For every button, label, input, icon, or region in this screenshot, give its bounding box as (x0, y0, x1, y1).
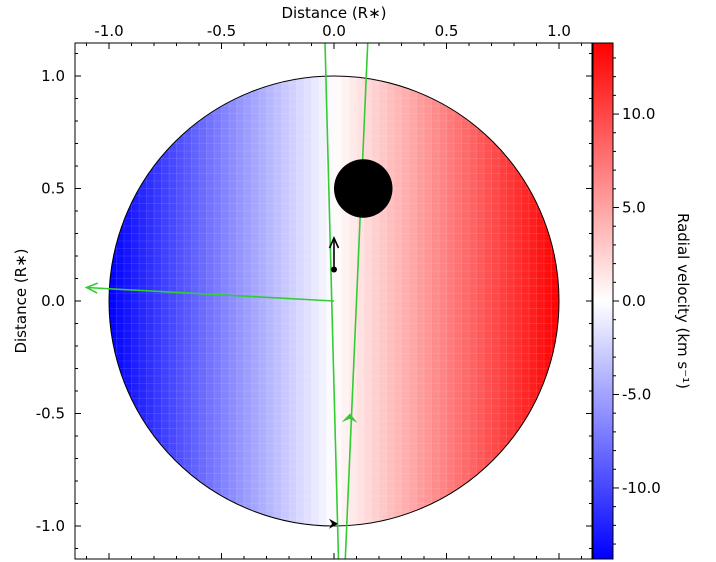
x-tick-label: 1.0 (547, 22, 571, 40)
transit-direction-marker (341, 413, 358, 423)
colorbar-tick-label: 0.0 (622, 292, 646, 310)
disk-column (356, 76, 365, 526)
disk-column (469, 76, 478, 526)
disk-column (476, 76, 485, 526)
disk-column (184, 76, 193, 526)
orbit-normal-line (86, 286, 335, 302)
disk-column (161, 76, 170, 526)
x-tick-label: -0.5 (207, 22, 236, 40)
disk-column (386, 76, 395, 526)
disk-column (551, 76, 559, 526)
stellar-disk-limb (108, 75, 560, 527)
y-axis-label: Distance (R∗) (12, 248, 30, 353)
disk-column (191, 76, 200, 526)
transit-chord (344, 43, 369, 559)
disk-column (206, 76, 215, 526)
disk-column (169, 76, 178, 526)
disk-column (529, 76, 538, 526)
y-tick-label: -0.5 (36, 405, 65, 423)
y-tick-label: 0.0 (41, 292, 65, 310)
colorbar-tick-label: -10.0 (622, 479, 661, 497)
disk-column (364, 76, 373, 526)
disk-column (221, 76, 230, 526)
disk-column (244, 76, 253, 526)
disk-column (289, 76, 298, 526)
colorbar-label: Radial velocity (km s⁻¹) (674, 213, 692, 389)
disk-column (229, 76, 238, 526)
disk-column (296, 76, 305, 526)
disk-column (124, 76, 133, 526)
disk-column (236, 76, 245, 526)
disk-column (424, 76, 433, 526)
colorbar-tick-label: 10.0 (622, 105, 655, 123)
disk-column (446, 76, 455, 526)
colorbar-tick-label: 5.0 (622, 199, 646, 217)
orbit-normal-arrowhead (84, 282, 99, 294)
disk-column (251, 76, 260, 526)
disk-column (349, 76, 358, 526)
y-tick-label: -1.0 (36, 517, 65, 535)
disk-column (311, 76, 320, 526)
disk-column (259, 76, 268, 526)
x-tick-label: -1.0 (94, 22, 123, 40)
disk-column (281, 76, 290, 526)
disk-column (109, 76, 118, 526)
disk-column (506, 76, 515, 526)
disk-column (514, 76, 523, 526)
disk-column (341, 76, 350, 526)
disk-column (409, 76, 418, 526)
disk-column (139, 76, 148, 526)
disk-column (416, 76, 425, 526)
stellar-disk (109, 76, 559, 526)
disk-column (334, 76, 343, 526)
disk-column (371, 76, 380, 526)
x-tick-label: 0.0 (322, 22, 346, 40)
disk-column (439, 76, 448, 526)
disk-column (199, 76, 208, 526)
disk-column (116, 76, 125, 526)
disk-column (499, 76, 508, 526)
y-tick-label: 1.0 (41, 67, 65, 85)
disk-column (431, 76, 440, 526)
disk-column (146, 76, 155, 526)
sky-north-arrowhead (328, 236, 340, 249)
disk-column (536, 76, 545, 526)
disk-column (154, 76, 163, 526)
disk-column (274, 76, 283, 526)
disk-column (394, 76, 403, 526)
disk-column (266, 76, 275, 526)
disk-column (401, 76, 410, 526)
disk-column (214, 76, 223, 526)
disk-column (484, 76, 493, 526)
rotation-direction-marker (329, 518, 338, 529)
y-tick-label: 0.5 (41, 180, 65, 198)
colorbar (592, 42, 614, 560)
x-axis-label: Distance (R∗) (281, 4, 386, 22)
disk-column (131, 76, 140, 526)
disk-column (454, 76, 463, 526)
disk-column (521, 76, 530, 526)
colorbar-tick-label: -5.0 (622, 385, 651, 403)
x-tick-label: 0.5 (435, 22, 459, 40)
disk-column (491, 76, 500, 526)
disk-column (544, 76, 553, 526)
planet (334, 159, 393, 218)
disk-column (176, 76, 185, 526)
disk-column (304, 76, 313, 526)
disk-column (461, 76, 470, 526)
disk-column (379, 76, 388, 526)
